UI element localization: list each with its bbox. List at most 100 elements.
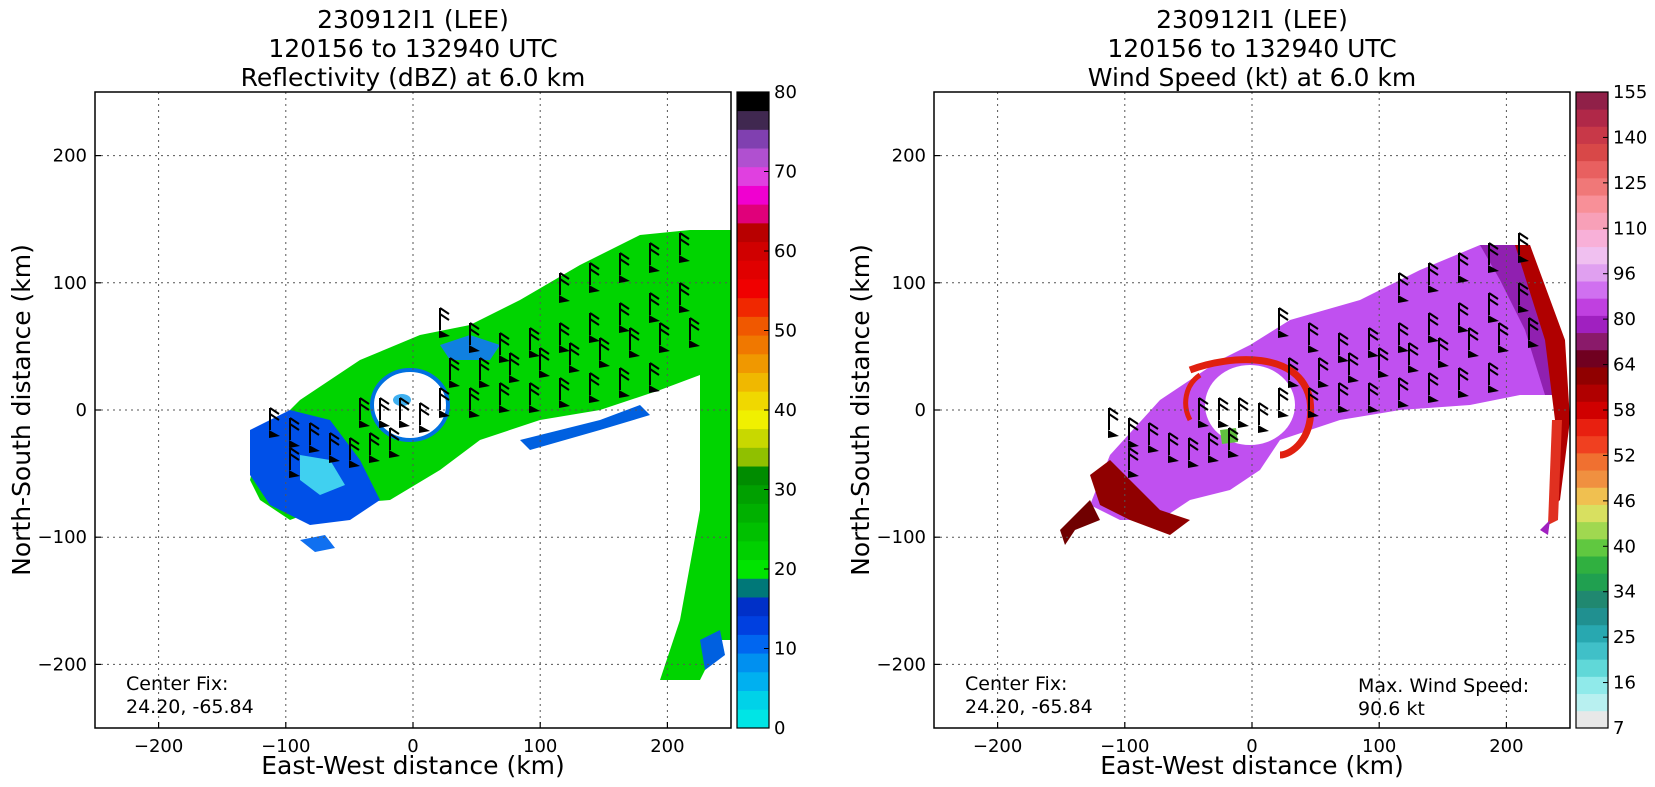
x-tick-label: −100 bbox=[1100, 736, 1149, 757]
reflectivity-colorbar: 80 70 60 50 40 30 20 10 0 bbox=[736, 82, 797, 739]
reflectivity-x-axis-label: East-West distance (km) bbox=[261, 751, 565, 780]
colorbar-swatch bbox=[737, 222, 769, 243]
colorbar-tick-label: 16 bbox=[1613, 673, 1636, 694]
wind-barb-flag bbox=[499, 355, 510, 363]
colorbar-swatch bbox=[1576, 487, 1608, 505]
wind-barb-flag bbox=[439, 410, 450, 418]
colorbar-tick-label: 30 bbox=[774, 480, 797, 501]
wind-barb bbox=[1528, 317, 1539, 340]
colorbar-tick-label: 80 bbox=[774, 82, 797, 103]
wind-barb-flag bbox=[389, 450, 400, 458]
wind-barb-flag bbox=[1188, 460, 1199, 468]
wind-barb-flag bbox=[289, 440, 300, 448]
wind-barb bbox=[1428, 372, 1439, 395]
x-tick-label: −200 bbox=[973, 736, 1022, 757]
x-tick-label: 0 bbox=[1246, 736, 1257, 757]
wind-barb-flag bbox=[1258, 425, 1269, 433]
colorbar-swatch bbox=[1576, 246, 1608, 265]
colorbar-swatch bbox=[737, 204, 769, 224]
wind-barb bbox=[1428, 262, 1439, 285]
wind-barb-flag bbox=[649, 315, 660, 323]
x-tick-label: 200 bbox=[1489, 736, 1523, 757]
wind-barb bbox=[1368, 382, 1379, 405]
wind-lobe-southwest bbox=[1060, 500, 1100, 545]
colorbar-tick-label: 10 bbox=[774, 639, 797, 660]
wind-barb bbox=[1208, 432, 1219, 455]
colorbar-swatch bbox=[737, 297, 769, 317]
wind-barb-flag bbox=[469, 345, 480, 353]
wind-barb-flag bbox=[1378, 370, 1389, 378]
wind-y-ticks: 200 100 0 −100 −200 bbox=[877, 146, 940, 675]
echo-band-main bbox=[250, 230, 731, 680]
center-fix-label: Center Fix: bbox=[126, 673, 228, 695]
wind-barb-flag bbox=[539, 370, 550, 378]
wind-barb bbox=[469, 322, 480, 345]
wind-barb-flag bbox=[619, 325, 630, 333]
colorbar-swatch bbox=[737, 709, 769, 729]
colorbar-swatch bbox=[1576, 624, 1608, 643]
eye bbox=[370, 368, 450, 442]
colorbar-tick-label: 80 bbox=[1613, 309, 1636, 330]
colorbar-swatch bbox=[1576, 452, 1608, 471]
echo-blue-streak bbox=[520, 405, 650, 450]
wind-barb-flag bbox=[559, 345, 570, 353]
eye bbox=[1205, 365, 1295, 445]
wind-barb-flag bbox=[1398, 345, 1409, 353]
wind-barb-flag bbox=[1278, 410, 1289, 418]
wind-barb bbox=[1458, 252, 1469, 275]
center-fix-value: 24.20, -65.84 bbox=[126, 696, 254, 718]
wind-barb-flag bbox=[569, 365, 580, 373]
wind-barb bbox=[529, 327, 540, 350]
wind-barb-flag bbox=[679, 255, 690, 263]
wind-barb-flag bbox=[1108, 430, 1119, 438]
wind-barb bbox=[329, 432, 340, 455]
wind-barb bbox=[559, 272, 570, 295]
colorbar-tick-label: 52 bbox=[1613, 445, 1636, 466]
wind-band-main bbox=[1090, 245, 1565, 520]
colorbar-swatch bbox=[1576, 504, 1608, 523]
wind-barb-flag bbox=[559, 295, 570, 303]
colorbar-swatch bbox=[737, 391, 769, 411]
center-fix-value: 24.20, -65.84 bbox=[965, 696, 1093, 718]
colorbar-tick-label: 40 bbox=[1613, 536, 1636, 557]
colorbar-tick-label: 110 bbox=[1613, 218, 1647, 239]
colorbar-tick-label: 60 bbox=[774, 241, 797, 262]
wind-barb-flag bbox=[1338, 405, 1349, 413]
wind-barb bbox=[1308, 387, 1319, 410]
colorbar-swatch bbox=[737, 129, 769, 149]
y-tick-label: 200 bbox=[53, 146, 87, 167]
colorbar-swatch bbox=[737, 447, 769, 467]
colorbar-tick-label: 0 bbox=[774, 718, 785, 739]
reflectivity-panel: 230912I1 (LEE) 120156 to 132940 UTC Refl… bbox=[7, 5, 797, 780]
colorbar-swatch bbox=[737, 335, 769, 355]
wind-barb bbox=[1458, 302, 1469, 325]
wind-barb bbox=[1198, 397, 1209, 420]
colorbar-tick-label: 7 bbox=[1613, 718, 1624, 739]
wind-colorbar: 155 140 125 110 96 80 64 58 52 46 40 34 25 16 7 bbox=[1575, 82, 1647, 739]
colorbar-tick-label: 96 bbox=[1613, 264, 1636, 285]
x-tick-label: 100 bbox=[1362, 736, 1396, 757]
wind-barb bbox=[379, 397, 390, 420]
wind-barb-flag bbox=[1428, 335, 1439, 343]
colorbar-tick-label: 125 bbox=[1613, 173, 1647, 194]
colorbar-swatch bbox=[1576, 710, 1608, 729]
wind-title: 230912I1 (LEE) 120156 to 132940 UTC Wind… bbox=[1088, 5, 1416, 92]
wind-barb-flag bbox=[629, 350, 640, 358]
wind-y-axis-label: North-South distance (km) bbox=[846, 244, 875, 576]
wind-barb bbox=[449, 357, 460, 380]
wind-barb bbox=[1278, 307, 1289, 330]
wind-barb bbox=[499, 332, 510, 355]
colorbar-swatch bbox=[1576, 538, 1608, 557]
wind-red-eyewall-west bbox=[1183, 372, 1202, 422]
reflectivity-wind-barbs bbox=[269, 232, 700, 478]
wind-barb-flag bbox=[1318, 380, 1329, 388]
y-tick-label: 100 bbox=[53, 273, 87, 294]
colorbar-swatch bbox=[737, 484, 769, 504]
colorbar-swatch bbox=[1576, 607, 1608, 626]
echo-blue-edge bbox=[700, 630, 725, 670]
wind-barb-flag bbox=[289, 470, 300, 478]
wind-barb-flag bbox=[599, 360, 610, 368]
title-line-2: 120156 to 132940 UTC bbox=[1107, 34, 1396, 63]
max-wind-label: Max. Wind Speed: bbox=[1358, 675, 1529, 697]
